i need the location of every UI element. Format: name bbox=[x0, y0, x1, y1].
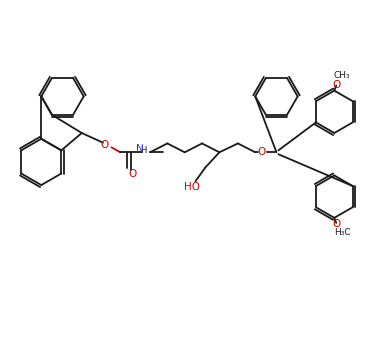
Text: H₃C: H₃C bbox=[334, 228, 350, 237]
Text: O: O bbox=[332, 219, 340, 229]
Text: HO: HO bbox=[184, 182, 200, 192]
Text: O: O bbox=[332, 80, 340, 90]
Text: N: N bbox=[136, 144, 144, 154]
Text: CH₃: CH₃ bbox=[334, 71, 350, 81]
Text: H: H bbox=[140, 146, 147, 155]
Text: O: O bbox=[129, 169, 137, 179]
Text: O: O bbox=[258, 147, 266, 157]
Text: O: O bbox=[101, 139, 109, 150]
